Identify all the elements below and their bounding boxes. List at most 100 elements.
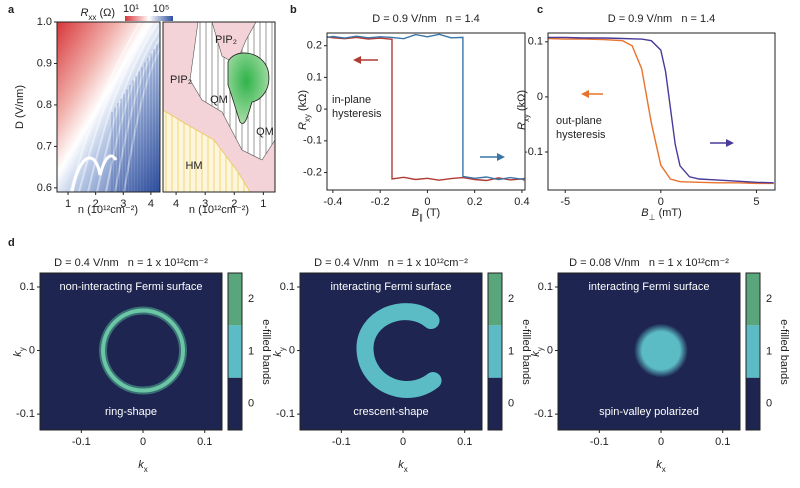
- y-tick-label: 0.8: [37, 99, 52, 111]
- y-axis-label: ky: [530, 347, 545, 357]
- x-tick-label: 3: [120, 198, 126, 210]
- x-tick-label: 0.4: [514, 196, 529, 208]
- y-tick-label: 0: [537, 91, 543, 103]
- x-tick-label: 4: [148, 198, 154, 210]
- colorbar-band: [488, 377, 502, 430]
- colorbar-frame: [745, 272, 761, 431]
- colorbar: [125, 16, 173, 21]
- x-tick-label: 2: [93, 198, 99, 210]
- x-tick-label: 0: [140, 436, 146, 448]
- data-line: [547, 37, 774, 185]
- x-tick-label: -0.1: [332, 436, 351, 448]
- y-tick-label: 0.7: [37, 140, 52, 152]
- x-tick-label: 3: [202, 198, 208, 210]
- colorbar-tick-label: 0: [248, 398, 254, 410]
- colorbar-tick-label: 1: [248, 345, 254, 357]
- y-axis-label-main: R: [516, 122, 528, 130]
- x-axis-label-main: k: [398, 459, 404, 471]
- region-label: PIP₂: [170, 74, 192, 86]
- y-tick-label: 0.9: [37, 57, 52, 69]
- x-axis-label: kx: [398, 459, 408, 474]
- y-tick-label: -0.1: [276, 408, 295, 420]
- y-tick-label: 0: [547, 344, 553, 356]
- arrow-head: [497, 153, 505, 161]
- map-bottom-text: crescent-shape: [353, 406, 428, 418]
- colorbar-band: [746, 273, 760, 326]
- x-tick-label: 0: [658, 196, 664, 208]
- x-axis-label-unit: (T): [423, 207, 440, 219]
- colorbar-frame: [227, 272, 243, 431]
- arrow-head: [726, 139, 734, 147]
- y-axis-label: Rxy (kΩ): [297, 90, 312, 130]
- y-axis-label-sub: xy: [522, 114, 531, 122]
- map-bottom-text: ring-shape: [105, 406, 157, 418]
- x-tick-label: 0: [400, 436, 406, 448]
- x-tick-label: 0.1: [715, 436, 730, 448]
- y-axis-label: Rxy (kΩ): [516, 90, 531, 130]
- y-tick-label: 0.1: [307, 71, 322, 83]
- data-line: [326, 33, 525, 181]
- heatmap-stripe: [105, 26, 160, 192]
- colorbar-band: [488, 273, 502, 326]
- x-axis-label: n (10¹²cm⁻²): [78, 204, 138, 216]
- heatmap-loop: [70, 154, 118, 192]
- y-axis-label-main: k: [530, 351, 542, 357]
- fermi-surface: [101, 308, 186, 393]
- colorbar-label: e-filled bands: [260, 319, 272, 385]
- x-axis-label-main: B: [412, 207, 419, 219]
- x-tick-label: 4: [173, 198, 179, 210]
- data-line: [548, 36, 774, 184]
- axes-frame: [39, 272, 223, 431]
- x-axis-label-sub: x: [662, 465, 666, 474]
- y-axis-label: D (V/nm): [14, 85, 26, 129]
- heatmap-stripe: [123, 46, 160, 192]
- plot-title: D = 0.4 V/nm n = 1 x 10¹²cm⁻²: [54, 257, 208, 269]
- y-axis-label: ky: [272, 347, 287, 357]
- x-tick-label: -5: [560, 196, 570, 208]
- map-bg: [40, 273, 222, 430]
- y-tick-label: 0.1: [528, 36, 543, 48]
- x-tick-label: 0.1: [457, 436, 472, 448]
- x-tick-label: 0.1: [197, 436, 212, 448]
- x-tick-label: 5: [753, 196, 759, 208]
- x-axis-label-sub: ⊥: [649, 213, 656, 222]
- x-tick-label: 1: [65, 198, 71, 210]
- map-bottom-text: spin-valley polarized: [599, 406, 699, 418]
- y-tick-label: -0.1: [303, 135, 322, 147]
- colorbar-tick-label: 2: [508, 293, 514, 305]
- region-label: PIP₂: [215, 34, 237, 46]
- y-axis-label-main: k: [12, 351, 24, 357]
- annotation: hysteresis: [332, 108, 382, 120]
- y-tick-label: 0.6: [37, 182, 52, 194]
- region-label: HM: [185, 160, 202, 172]
- y-tick-label: 0: [289, 344, 295, 356]
- axes-frame: [162, 21, 276, 193]
- colorbar-band: [228, 325, 242, 378]
- x-axis-label: kx: [656, 459, 666, 474]
- y-axis-label-main: k: [272, 351, 284, 357]
- region-label: QM: [256, 126, 274, 138]
- y-tick-label: 0.1: [20, 281, 35, 293]
- y-axis-label-sub: xy: [303, 114, 312, 122]
- arrow-head: [353, 56, 361, 64]
- x-axis-label-main: k: [138, 459, 144, 471]
- x-axis-label: B⊥ (mT): [641, 207, 682, 222]
- colorbar-label-main: R: [80, 7, 88, 19]
- x-axis-label: B∥ (T): [412, 207, 440, 222]
- colorbar-label-sub: xx: [88, 13, 96, 22]
- map-bg: [300, 273, 482, 430]
- colorbar-band: [228, 273, 242, 326]
- colorbar-label-unit: (Ω): [96, 7, 115, 19]
- colorbar-band: [746, 377, 760, 430]
- x-tick-label: 0: [658, 436, 664, 448]
- y-tick-label: -0.1: [534, 408, 553, 420]
- annotation: in-plane: [332, 94, 371, 106]
- annotation: out-plane: [556, 115, 602, 127]
- y-tick-label: 1.0: [37, 16, 52, 28]
- x-tick-label: -0.1: [72, 436, 91, 448]
- map-top-text: non-interacting Fermi surface: [59, 281, 202, 293]
- arrow-head: [581, 90, 589, 98]
- y-tick-label: -0.2: [303, 166, 322, 178]
- x-axis-label-main: k: [656, 459, 662, 471]
